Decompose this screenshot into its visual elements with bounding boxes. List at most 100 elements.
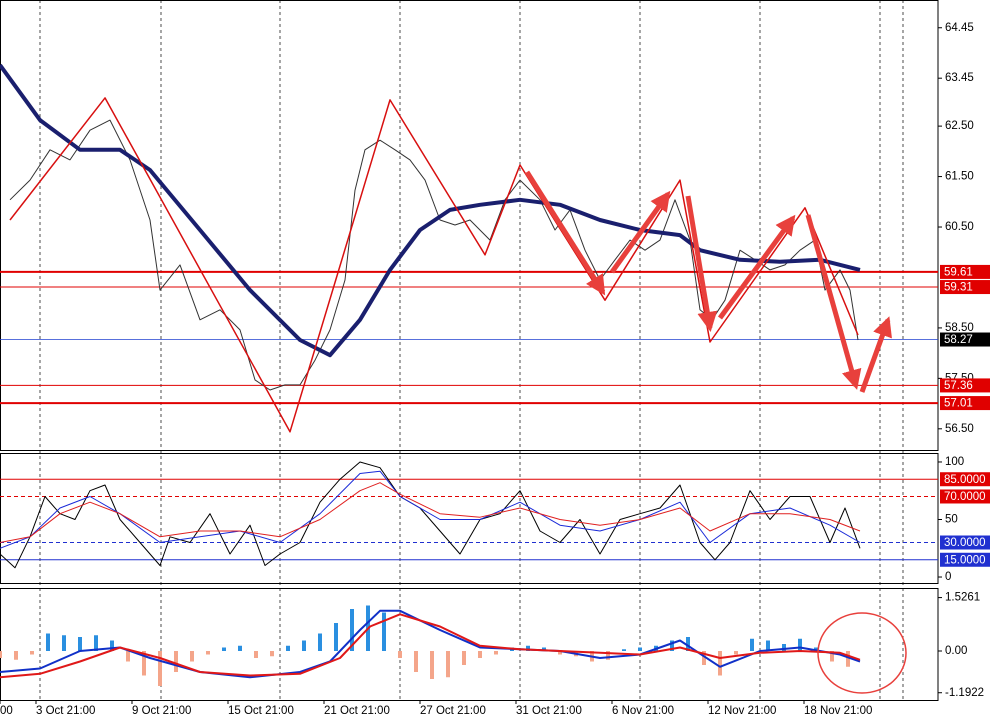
- y-tick-label: 60.50: [945, 221, 974, 233]
- histogram-bar: [734, 651, 738, 655]
- series-line: [0, 461, 861, 569]
- histogram-bar: [494, 651, 498, 655]
- level-label-box: [940, 489, 990, 504]
- histogram-bar: [30, 651, 34, 655]
- histogram-bar: [446, 651, 450, 678]
- panel-frame: [0, 453, 939, 584]
- level-label: 70.0000: [944, 491, 986, 503]
- series-line: [0, 482, 861, 543]
- series-line: [0, 613, 861, 679]
- series-line: [0, 63, 861, 358]
- arrow: [859, 316, 892, 393]
- histogram-bar: [46, 633, 50, 651]
- level-label-box: [940, 280, 990, 295]
- histogram-bar: [526, 645, 530, 651]
- histogram-bar: [670, 640, 674, 651]
- histogram-bar: [622, 649, 626, 651]
- y-tick-label: 61.50: [945, 171, 974, 183]
- time-grid: [39, 0, 904, 700]
- level-label: 57.36: [944, 380, 973, 392]
- histogram-bar: [142, 651, 146, 676]
- histogram-bar: [478, 651, 482, 658]
- x-tick-label: 18 Nov 21:00: [804, 705, 872, 717]
- arrow: [717, 214, 796, 320]
- x-tick-label: 9 Oct 21:00: [132, 705, 191, 717]
- level-label: 59.31: [944, 282, 973, 294]
- level-label-box: [940, 378, 990, 393]
- y-tick-label: 58.50: [945, 322, 974, 334]
- histogram-bar: [238, 645, 242, 651]
- x-tick-label: 21 Oct 21:00: [324, 705, 390, 717]
- arrow: [524, 170, 606, 296]
- histogram-bar: [398, 651, 402, 658]
- histogram-bar: [14, 651, 18, 660]
- annotation-arrows: [524, 170, 892, 393]
- histogram-bar: [846, 651, 850, 667]
- level-label: 57.01: [944, 398, 973, 410]
- histogram-bar: [302, 640, 306, 651]
- y-tick-label: 56.50: [945, 423, 974, 435]
- histogram-bar: [94, 635, 98, 651]
- y-tick-label: 0: [945, 571, 951, 583]
- x-tick-label: 12 Nov 21:00: [708, 705, 776, 717]
- histogram-bar: [174, 651, 178, 672]
- histogram-bar: [702, 651, 706, 665]
- x-tick-label: 31 Oct 21:00: [516, 705, 582, 717]
- histogram-bar: [558, 651, 562, 655]
- x-tick-label: 00: [0, 705, 13, 717]
- x-tick-label: 6 Nov 21:00: [612, 705, 674, 717]
- level-label: 58.27: [944, 334, 973, 346]
- histogram-bar: [286, 645, 290, 651]
- histogram-bar: [718, 651, 722, 676]
- y-tick-label: 50: [945, 514, 958, 526]
- level-label-box: [940, 535, 990, 550]
- level-label-box: [940, 332, 990, 347]
- histogram-bar: [750, 638, 754, 651]
- y-tick-label: -1.1922: [945, 687, 984, 699]
- y-tick-label: 62.50: [945, 120, 974, 132]
- histogram-bar: [78, 637, 82, 651]
- histogram-bar: [110, 640, 114, 651]
- panel-frame: [0, 588, 939, 701]
- histogram-bar: [190, 651, 194, 662]
- y-tick-label: 63.45: [945, 72, 974, 84]
- histogram-bar: [814, 647, 818, 651]
- y-tick-label: 100: [945, 456, 964, 468]
- histogram-bar: [638, 647, 642, 651]
- histogram-bar: [782, 644, 786, 651]
- histogram-bar: [158, 651, 162, 686]
- arrow: [805, 214, 862, 390]
- histogram-bar: [798, 638, 802, 651]
- x-tick-label: 15 Oct 21:00: [228, 705, 294, 717]
- x-tick-label: 3 Oct 21:00: [36, 705, 95, 717]
- histogram-bar: [318, 633, 322, 651]
- histogram-bar: [830, 651, 834, 662]
- series-line: [9, 97, 859, 433]
- x-tick-label: 27 Oct 21:00: [420, 705, 486, 717]
- histogram-bar: [62, 635, 66, 651]
- y-tick-label: 0.00: [945, 645, 967, 657]
- level-label-box: [940, 472, 990, 487]
- histogram-bar: [686, 637, 690, 651]
- series-line: [0, 470, 861, 549]
- arrow: [685, 195, 718, 332]
- histogram-bar: [206, 651, 210, 655]
- level-label-box: [940, 552, 990, 567]
- level-label-box: [940, 396, 990, 411]
- histogram-bar: [462, 651, 466, 665]
- histogram-bar: [254, 651, 258, 658]
- histogram-bar: [270, 651, 274, 657]
- histogram-bar: [606, 651, 610, 660]
- arrow: [609, 190, 671, 274]
- histogram-bar: [542, 647, 546, 651]
- highlight-circle: [817, 612, 907, 694]
- histogram-bar: [0, 651, 2, 658]
- histogram-bar: [126, 651, 130, 662]
- level-label: 59.61: [944, 266, 973, 278]
- level-label: 85.0000: [944, 474, 986, 486]
- level-label-box: [940, 264, 990, 279]
- panel-frame: [0, 0, 939, 451]
- y-tick-label: 64.45: [945, 22, 974, 34]
